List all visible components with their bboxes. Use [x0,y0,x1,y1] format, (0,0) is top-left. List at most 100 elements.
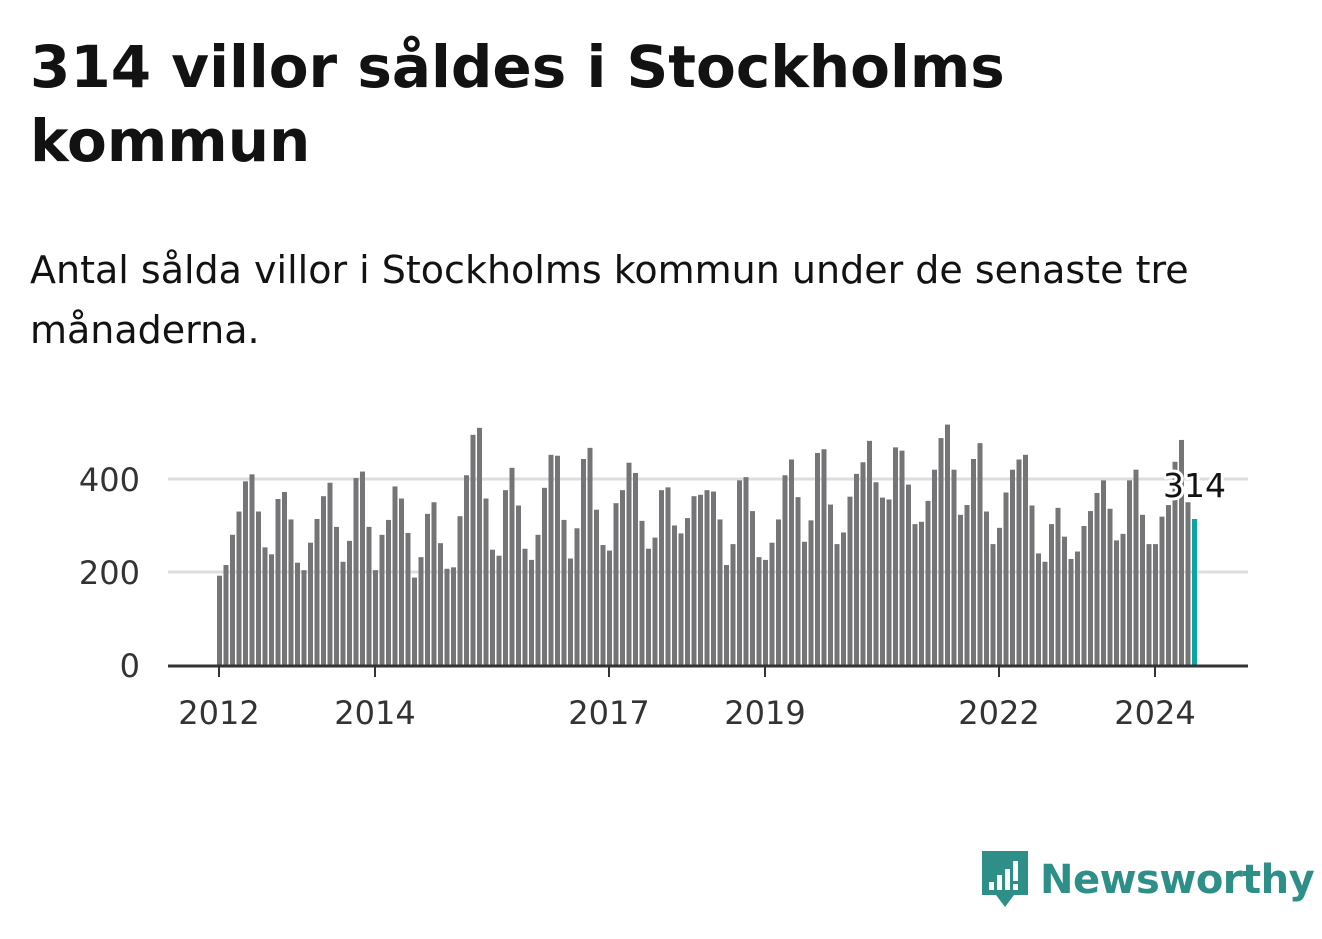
bar [750,511,755,665]
bar [997,527,1002,666]
bar [262,547,268,666]
bar [529,559,534,665]
bar [236,511,242,665]
bar [464,475,469,665]
bar [659,490,664,665]
bar [873,482,879,665]
bar [457,516,463,665]
bar [269,554,274,665]
bar [990,544,996,665]
bar [581,459,586,665]
bar [431,502,437,665]
bar [1133,469,1139,665]
bar [522,548,528,665]
bar [834,544,840,665]
bar [828,504,833,665]
bar [1146,544,1152,665]
bar [295,562,300,665]
bar [782,475,788,665]
bar [639,520,645,665]
bar [574,528,580,665]
newsworthy-logo-icon [982,851,1028,907]
bar [613,503,619,665]
bar [899,450,905,665]
bar [1023,454,1028,665]
bar [880,497,885,665]
bar [743,477,749,665]
bar [496,555,502,666]
newsworthy-logo[interactable]: Newsworthy [980,848,1315,912]
bar [665,487,671,665]
bar [1140,514,1145,665]
bar [1179,439,1184,665]
bars [217,424,1197,666]
bar [568,558,573,665]
bar [340,561,346,665]
bar [1068,558,1074,665]
x-tick-label: 2014 [334,694,415,732]
bar [678,533,684,665]
bar [893,447,898,665]
bar [1159,516,1165,665]
bar [906,484,911,665]
bar [243,481,248,665]
bar [717,519,723,665]
y-tick-label: 200 [79,554,140,592]
bar [425,513,430,666]
bar [776,519,781,665]
bar [730,544,736,665]
bar [867,440,872,665]
bar [288,519,294,665]
bar [1172,461,1178,665]
bar [1016,459,1022,665]
bar [763,559,768,665]
bar [503,490,508,665]
bar-chart: 0 200 400 2012 2014 2017 2019 2022 2024 314 [79,424,1248,732]
bar [704,490,710,665]
bar [275,499,281,665]
bar [958,514,963,665]
bar [399,498,404,665]
bar [672,525,677,665]
bar [360,471,365,665]
bar [984,511,989,665]
bar [230,534,235,665]
bar [1081,525,1087,665]
labels: 0 200 400 2012 2014 2017 2019 2022 2024 314 [79,461,1229,732]
bar [600,545,606,665]
bar [386,519,391,665]
x-tick-label: 2012 [178,694,259,732]
bar [282,492,287,665]
y-tick-label: 400 [79,461,140,499]
bar [646,548,651,665]
bar [932,469,937,665]
bar [854,473,859,665]
bar [769,542,775,666]
bar [795,497,801,665]
bar [366,526,372,665]
bar [301,570,307,665]
bar [451,567,456,665]
bar [314,518,320,665]
bar [412,577,417,665]
bar [1049,524,1054,666]
bar [815,452,820,665]
bar [1088,511,1093,665]
bar [756,557,762,665]
bar [1185,502,1191,665]
bar [841,532,846,666]
bar [561,519,567,665]
bar [405,532,411,665]
bar [607,550,612,665]
newsworthy-logo-text: Newsworthy [1040,857,1315,903]
bar [308,542,313,666]
bar [379,534,385,665]
bar [1062,536,1067,665]
bar [249,474,255,665]
bar [1127,480,1132,665]
bar [789,459,794,665]
bar [321,496,326,665]
x-tick-label: 2017 [568,694,649,732]
bar [483,498,489,665]
bar [347,540,352,666]
